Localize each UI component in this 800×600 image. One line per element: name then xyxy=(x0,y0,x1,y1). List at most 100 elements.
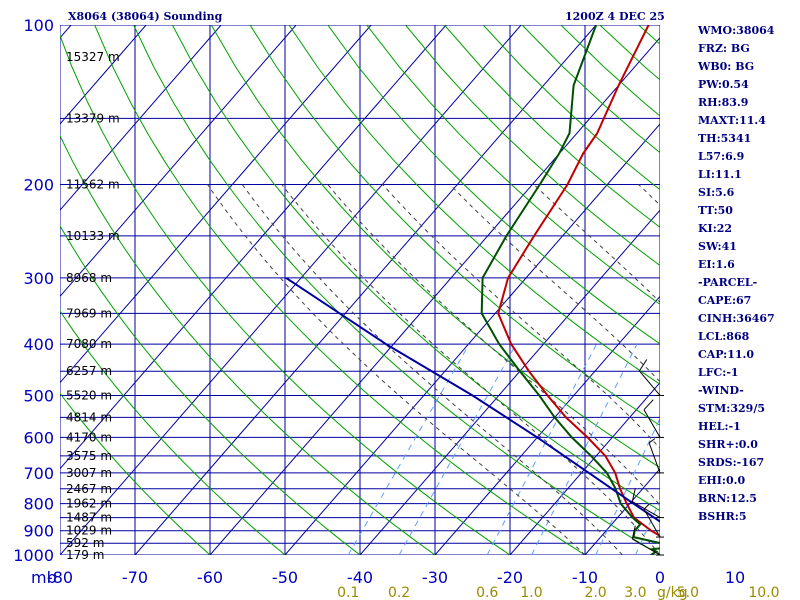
temp-tick-label: -80 xyxy=(47,568,73,587)
grid-layer xyxy=(60,25,660,555)
height-label: 1962 m xyxy=(66,497,112,511)
index-item: BSHR:5 xyxy=(698,510,747,523)
index-item: -WIND- xyxy=(698,384,744,397)
index-item: SI:5.6 xyxy=(698,186,735,199)
height-label: 5520 m xyxy=(66,389,112,403)
isotherm-line xyxy=(134,25,597,555)
index-item: CINH:36467 xyxy=(698,312,775,325)
index-item: LI:11.1 xyxy=(698,168,742,181)
index-item: LFC:-1 xyxy=(698,366,739,379)
height-label: 6257 m xyxy=(66,364,112,378)
mixing-ratio-label: 5.0 xyxy=(677,585,699,600)
index-item: CAP:11.0 xyxy=(698,348,755,361)
index-item: KI:22 xyxy=(698,222,733,235)
temp-tick-label: -50 xyxy=(272,568,298,587)
index-item: MAXT:11.4 xyxy=(698,114,766,127)
index-item: WMO:38064 xyxy=(698,24,775,37)
height-labels: 15327 m 13379 m 11562 m 10133 m 8968 m 7969 m… xyxy=(66,50,120,562)
pressure-tick-label: 100 xyxy=(23,16,54,35)
dry-adiabat xyxy=(60,310,286,555)
height-label: 3007 m xyxy=(66,466,112,480)
dry-adiabat xyxy=(327,25,660,345)
index-item: SW:41 xyxy=(698,240,737,253)
temp-tick-label: -40 xyxy=(347,568,373,587)
dry-adiabat xyxy=(60,392,211,555)
index-item: -PARCEL- xyxy=(698,276,758,289)
moist-adiabat xyxy=(449,184,660,383)
isotherm-line xyxy=(60,25,297,298)
height-label: 7080 m xyxy=(66,337,112,351)
index-item: LCL:868 xyxy=(698,330,750,343)
index-item: CAPE:67 xyxy=(698,294,752,307)
isotherm-line xyxy=(60,25,447,470)
pressure-tick-label: 1000 xyxy=(13,546,54,565)
wind-barb-flag xyxy=(638,359,648,372)
mixing-ratio-label: 2.0 xyxy=(584,585,606,600)
index-item: BRN:12.5 xyxy=(698,492,757,505)
index-item: RH:83.9 xyxy=(698,96,749,109)
pressure-tick-label: 400 xyxy=(23,335,54,354)
index-item: STM:329/5 xyxy=(698,402,765,415)
mixing-ratio-label: 0.1 xyxy=(337,585,359,600)
moist-adiabat xyxy=(207,184,586,555)
moist-adiabat xyxy=(533,184,660,303)
dry-adiabat xyxy=(60,134,436,555)
mixing-ratio-label: 1.0 xyxy=(520,585,542,600)
station-title: X8064 (38064) Sounding xyxy=(68,10,223,23)
wind-barb-staff xyxy=(648,442,661,474)
index-item: SHR+:0.0 xyxy=(698,438,758,451)
dry-adiabat xyxy=(133,25,660,555)
height-label: 8968 m xyxy=(66,271,112,285)
index-item: EHI:0.0 xyxy=(698,474,746,487)
dry-adiabat xyxy=(405,25,660,267)
isotherm-line xyxy=(284,123,660,555)
height-label: 3575 m xyxy=(66,449,112,463)
dry-adiabat xyxy=(60,34,511,555)
index-item: HEL:-1 xyxy=(698,420,741,433)
y-axis-unit-label: mb xyxy=(31,568,57,587)
temperature-line xyxy=(497,25,660,538)
index-item: FRZ: BG xyxy=(698,42,750,55)
mixing-ratio-label: 3.0 xyxy=(624,585,646,600)
mixing-ratio-label: 10.0 xyxy=(748,585,779,600)
index-item: TT:50 xyxy=(698,204,733,217)
pressure-tick-label: 700 xyxy=(23,464,54,483)
isotherm-line xyxy=(60,25,222,211)
isotherm-line xyxy=(434,295,660,555)
index-item: PW:0.54 xyxy=(698,78,749,91)
height-label: 4170 m xyxy=(66,430,112,444)
pressure-tick-label: 200 xyxy=(23,176,54,195)
pressure-tick-label: 600 xyxy=(23,428,54,447)
wind-barb-staff xyxy=(632,538,661,556)
temp-tick-label: -10 xyxy=(572,568,598,587)
wind-barbs xyxy=(631,359,664,556)
dry-adiabat xyxy=(249,25,660,427)
isotherm-line xyxy=(209,36,660,555)
isotherm-line xyxy=(359,209,660,555)
dry-adiabat xyxy=(210,25,660,469)
pressure-tick-label: 300 xyxy=(23,269,54,288)
wind-barb-flag xyxy=(631,488,636,502)
wind-barb-half-flag xyxy=(643,503,650,510)
index-item: WB0: BG xyxy=(698,60,755,73)
pressure-tick-label: 500 xyxy=(23,387,54,406)
mixing-ratio-label: 0.2 xyxy=(388,585,410,600)
isotherm-line xyxy=(509,381,660,555)
moist-adiabat xyxy=(327,184,660,507)
mixing-ratio-line xyxy=(595,417,660,555)
mixing-ratio-unit: g/kg xyxy=(657,585,688,600)
temp-tick-label: -20 xyxy=(497,568,523,587)
temp-tick-label: -60 xyxy=(197,568,223,587)
pressure-tick-label: 900 xyxy=(23,522,54,541)
dry-adiabat xyxy=(366,25,660,305)
temp-tick-label: -70 xyxy=(122,568,148,587)
temp-tick-label: 10 xyxy=(725,568,745,587)
wind-barb-flag xyxy=(643,399,654,411)
temp-tick-label: -30 xyxy=(422,568,448,587)
height-label: 4814 m xyxy=(66,410,112,424)
isotherm-line xyxy=(60,25,522,555)
mixing-ratio-line xyxy=(634,499,660,555)
